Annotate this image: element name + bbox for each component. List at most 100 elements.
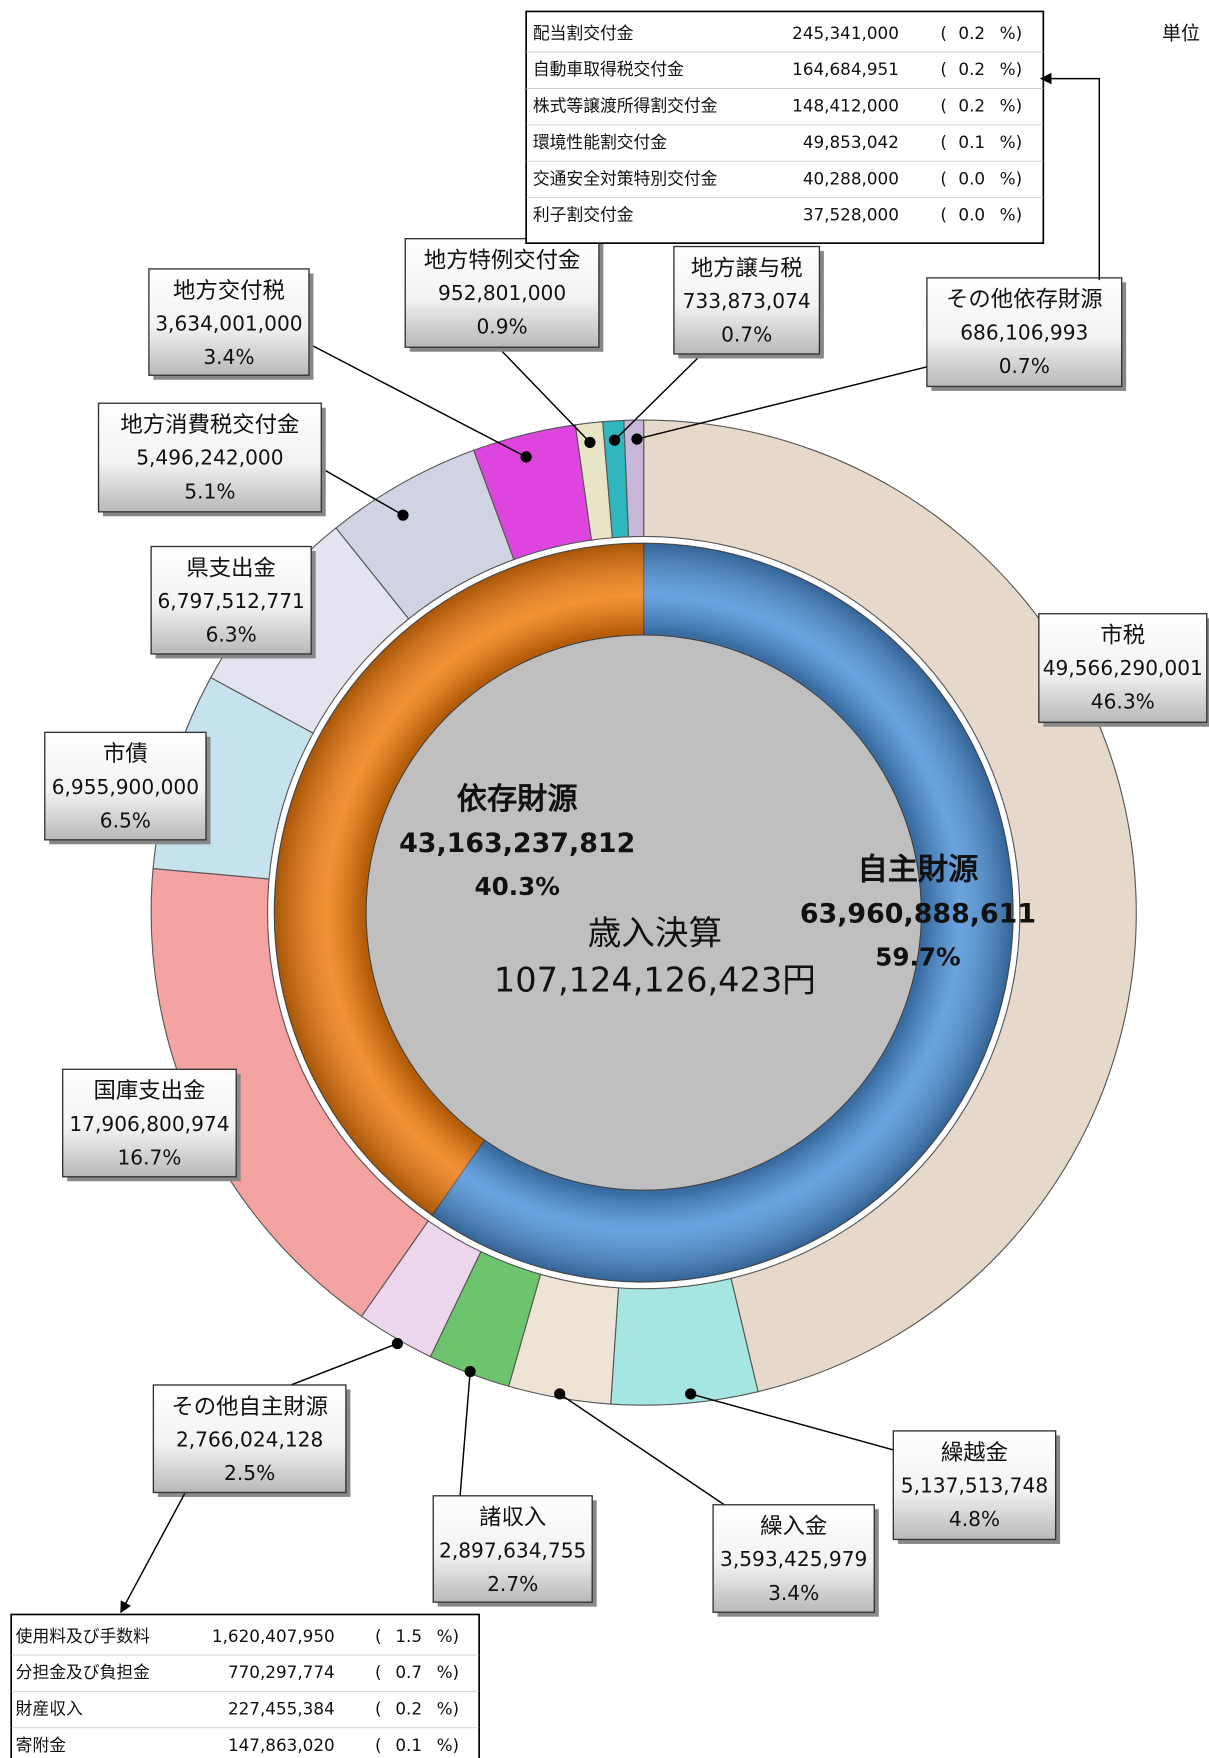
segment-name: 県支出金	[186, 555, 276, 581]
percent-label: 46.3%	[1091, 690, 1155, 714]
percent-label: 6.3%	[206, 623, 257, 647]
table-cell: 配当割交付金	[533, 23, 634, 43]
value-label: 6,797,512,771	[157, 589, 304, 613]
value-label: 3,634,001,000	[155, 311, 302, 335]
value-label: 2,897,634,755	[439, 1538, 586, 1562]
leader-line	[320, 467, 404, 516]
table-cell: 1.5	[395, 1626, 422, 1646]
table-cell: (	[375, 1735, 382, 1755]
table-cell: %)	[437, 1735, 459, 1755]
total-label: 107,124,126,423円	[494, 960, 816, 999]
leader-dot	[685, 1388, 697, 1400]
table-cell: 寄附金	[16, 1735, 67, 1755]
callout-box	[432, 1495, 593, 1603]
value-label: 17,906,800,974	[69, 1112, 229, 1136]
table-cell: %)	[1000, 168, 1023, 188]
table-cell: 0.7	[395, 1662, 422, 1682]
leader-dot	[608, 434, 621, 446]
annotations: 自主財源 63,960,888,611 59.7% 依存財源 43,163,237,81…	[10, 10, 1209, 1758]
table-cell: %)	[1000, 132, 1023, 152]
table-cell: 使用料及び手数料	[16, 1626, 150, 1646]
table-cell: (	[940, 168, 947, 188]
table-cell: (	[375, 1662, 382, 1682]
callout-box	[152, 1384, 347, 1494]
percent-label: 0.7%	[721, 323, 772, 347]
table-cell: %)	[437, 1626, 459, 1646]
table-cell: 0.2	[958, 96, 985, 116]
value-label: 6,955,900,000	[52, 775, 199, 799]
segment-name: 地方消費税交付金	[120, 412, 299, 438]
table-cell: %)	[437, 1662, 459, 1682]
donut-segment	[623, 419, 645, 538]
callout-box	[62, 1068, 237, 1178]
table-cell: 1,620,407,950	[212, 1626, 335, 1646]
value-label: 5,496,242,000	[136, 446, 283, 470]
table-cell: (	[940, 23, 947, 43]
table-cell: 164,684,951	[792, 59, 899, 79]
segment-name: 繰入金	[760, 1514, 827, 1540]
callout-box	[926, 277, 1123, 388]
table-cell: (	[940, 205, 947, 225]
table-frame	[525, 10, 1045, 244]
table-cell: (	[940, 96, 947, 116]
segment-name: 国庫支出金	[94, 1078, 206, 1104]
donut-segment	[610, 1277, 759, 1406]
table-cell: 0.2	[958, 23, 985, 43]
callout-box	[673, 245, 821, 355]
callout-box	[892, 1430, 1057, 1541]
leader-line	[559, 1393, 725, 1506]
callout-box	[404, 238, 600, 348]
percent-label: 16.7%	[117, 1145, 181, 1169]
table-cell: 0.1	[395, 1735, 422, 1755]
segment-name: 繰越金	[941, 1440, 1008, 1466]
table-cell: %)	[1000, 205, 1023, 225]
table-cell: 148,412,000	[792, 96, 899, 116]
segment-name: 市税	[1100, 623, 1145, 649]
value-label: 2,766,024,128	[176, 1427, 323, 1451]
table-cell: 0.1	[958, 132, 985, 152]
arrow	[1039, 72, 1101, 281]
arrow	[120, 1493, 186, 1614]
table-cell: %)	[1000, 96, 1023, 116]
callout-box	[1038, 613, 1208, 723]
value-label: 63,960,888,611	[800, 898, 1036, 929]
table-cell: 分担金及び負担金	[16, 1662, 150, 1682]
table-cell: 0.0	[958, 205, 985, 225]
table-cell: 交通安全対策特別交付金	[533, 168, 718, 188]
percent-label: 40.3%	[474, 872, 559, 901]
percent-label: 3.4%	[768, 1581, 819, 1605]
value-label: 952,801,000	[438, 281, 566, 305]
table-cell: 147,863,020	[228, 1735, 335, 1755]
percent-label: 4.8%	[949, 1507, 1000, 1531]
leader-line	[497, 346, 591, 443]
value-label: 733,873,074	[683, 289, 811, 313]
table-cell: %)	[1000, 23, 1023, 43]
table-cell: 0.2	[395, 1699, 422, 1719]
leader-line	[614, 353, 703, 441]
table-cell: 227,455,384	[228, 1699, 335, 1719]
table-cell: (	[375, 1626, 382, 1646]
percent-label: 6.5%	[100, 808, 151, 832]
percent-label: 59.7%	[875, 942, 960, 971]
leader-dot	[584, 436, 596, 449]
chart-title: 歳入決算	[588, 913, 722, 952]
value-label: 49,566,290,001	[1043, 656, 1203, 680]
segment-name: 地方特例交付金	[424, 248, 581, 274]
table-cell: (	[940, 132, 947, 152]
segment-name: 依存財源	[457, 782, 578, 817]
table-cell: 37,528,000	[803, 205, 899, 225]
segment-name: その他自主財源	[171, 1394, 328, 1420]
unit-label: 単位	[1162, 22, 1200, 44]
table-cell: 利子割交付金	[533, 205, 634, 225]
segment-name: 諸収入	[479, 1505, 546, 1531]
leader-line	[290, 1342, 398, 1386]
value-label: 43,163,237,812	[399, 828, 635, 859]
table-cell: 0.0	[958, 168, 985, 188]
percent-label: 0.7%	[999, 354, 1050, 378]
table-cell: 環境性能割交付金	[533, 132, 667, 152]
table-cell: 自動車取得税交付金	[533, 59, 684, 79]
leader-dot	[397, 509, 409, 521]
table-cell: 49,853,042	[803, 132, 899, 152]
callout-box	[148, 268, 310, 376]
percent-label: 5.1%	[184, 479, 235, 503]
